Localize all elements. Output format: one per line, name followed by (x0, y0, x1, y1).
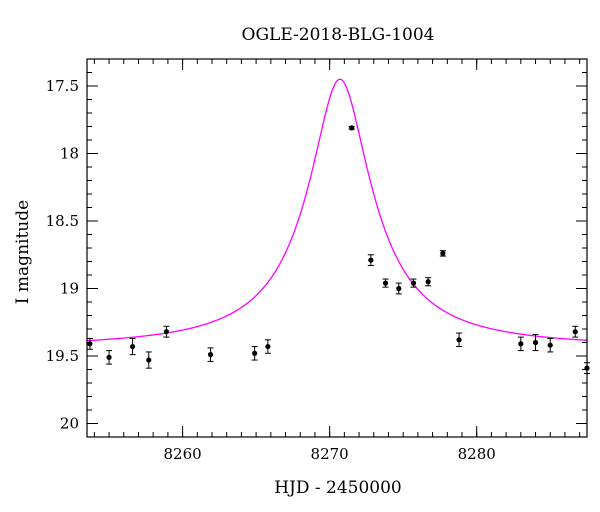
data-point (532, 333, 539, 352)
point-marker (87, 341, 93, 347)
point-marker (368, 257, 374, 263)
data-point (264, 339, 271, 354)
data-point (425, 277, 432, 287)
y-tick-label: 19 (60, 280, 79, 298)
point-marker (207, 352, 214, 358)
data-point (395, 282, 402, 295)
y-axis-label: I magnitude (13, 200, 33, 304)
data-point (86, 337, 93, 350)
data-point (410, 278, 417, 288)
data-point (207, 347, 214, 362)
plot-frame (86, 58, 588, 438)
data-point (439, 250, 446, 257)
data-point (106, 350, 113, 365)
point-marker (456, 337, 462, 343)
point-marker (518, 341, 524, 347)
point-marker (410, 280, 417, 286)
point-marker (547, 342, 553, 348)
axis-ticks-layer: 8260 8270 8280 17.5 18 18.5 19 19.5 20 (46, 58, 587, 463)
x-tick-label: 8280 (458, 445, 496, 463)
y-tick-label: 17.5 (46, 77, 79, 95)
data-points-layer (86, 125, 590, 375)
point-marker (572, 329, 578, 335)
chart-title: OGLE-2018-BLG-1004 (242, 25, 435, 45)
data-point (129, 337, 136, 356)
data-point (163, 325, 170, 338)
data-point (547, 337, 554, 353)
data-point (382, 278, 389, 288)
point-marker (265, 343, 271, 350)
point-marker (382, 280, 389, 286)
point-marker (440, 250, 446, 256)
x-tick-label: 8270 (311, 445, 349, 463)
x-tick-label: 8260 (163, 445, 201, 463)
y-tick-label: 18.5 (46, 212, 79, 230)
point-marker (349, 125, 355, 131)
data-point (367, 254, 374, 267)
y-tick-label: 18 (60, 145, 79, 163)
model-curve-layer (86, 78, 588, 342)
data-point (251, 346, 258, 361)
point-marker (129, 343, 136, 350)
point-marker (146, 357, 152, 363)
y-tick-label: 20 (60, 415, 79, 433)
data-point (348, 125, 355, 131)
data-point (572, 325, 579, 338)
model-curve (86, 78, 588, 342)
point-marker (396, 285, 402, 292)
data-point (456, 332, 463, 348)
point-marker (106, 354, 112, 360)
point-marker (252, 350, 258, 356)
point-marker (163, 329, 170, 335)
point-marker (532, 339, 539, 346)
x-axis-label: HJD - 2450000 (274, 478, 402, 498)
data-point (517, 336, 524, 352)
y-tick-label: 19.5 (46, 347, 79, 365)
data-point (145, 351, 152, 369)
point-marker (425, 279, 431, 285)
